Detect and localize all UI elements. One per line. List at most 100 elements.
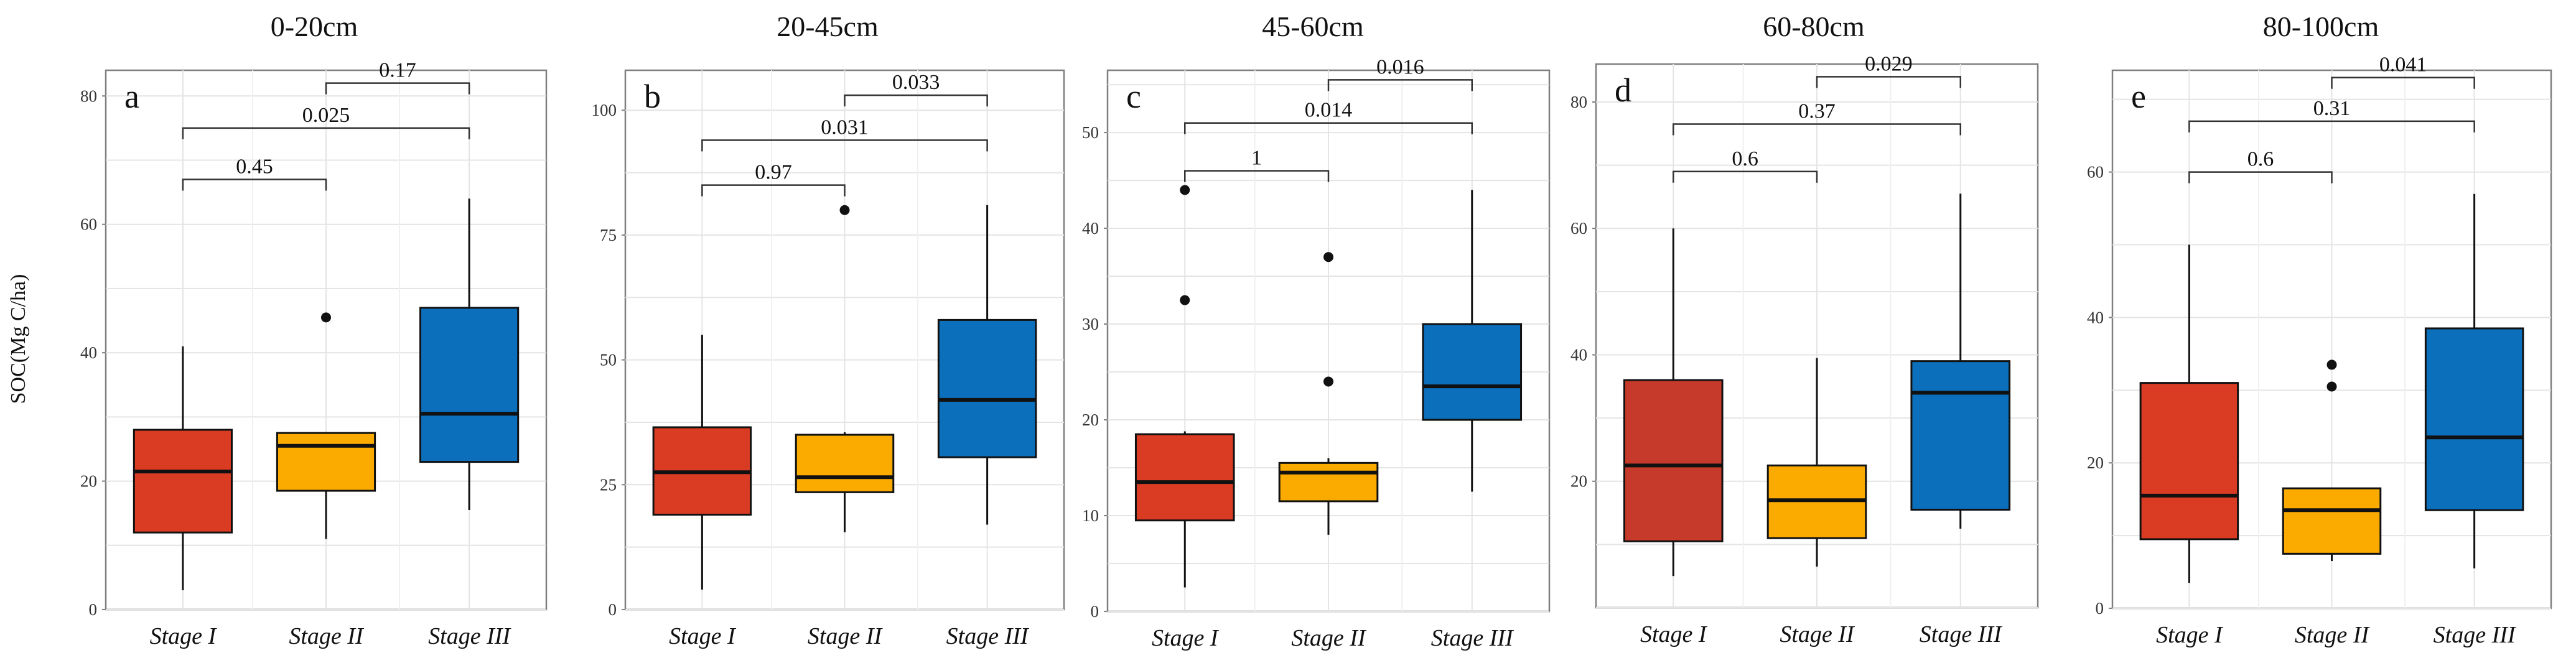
x-tick-label: Stage II [1291, 625, 1367, 651]
outlier-point [839, 205, 850, 215]
panel-letter: e [2131, 78, 2146, 115]
y-tick-label: 75 [600, 226, 617, 244]
y-tick-label: 50 [1082, 123, 1099, 142]
box-stage-i [2139, 382, 2239, 540]
significance-bracket [2188, 120, 2475, 132]
significance-bracket [1184, 170, 1330, 182]
y-tick-label: 0 [1091, 602, 1099, 621]
significance-bracket [844, 94, 988, 107]
x-tick-label: Stage I [2156, 622, 2224, 648]
significance-bracket [1184, 122, 1473, 134]
p-value-label: 0.17 [379, 59, 416, 82]
outlier-point [2326, 381, 2337, 392]
x-tick-label: Stage III [428, 623, 511, 649]
x-tick-label: Stage II [1780, 621, 1855, 647]
outlier-point [1180, 295, 1190, 305]
chart-title: 60-80cm [1763, 11, 1865, 42]
box-stage-iii [419, 307, 520, 463]
panel-letter: c [1126, 78, 1141, 115]
significance-bracket [1816, 76, 1961, 88]
box-stage-ii [276, 432, 376, 492]
chart-panel-d: 20 40 60 80 Stage I Stage II Stage III 0.6 0.37 0… [1570, 11, 2039, 647]
chart-panel-a: 0 20 40 60 80 Stage I Stage II Stage III 0.45 0.0… [80, 11, 548, 649]
y-tick-label: 20 [1082, 411, 1099, 429]
significance-bracket [2331, 77, 2475, 89]
p-value-label: 0.97 [755, 161, 792, 184]
x-tick-label: Stage I [1152, 625, 1220, 651]
y-tick-label: 40 [2087, 308, 2104, 327]
chart-title: 0-20cm [271, 11, 358, 42]
p-value-label: 0.45 [236, 155, 273, 178]
p-value-label: 1 [1251, 147, 1262, 170]
box-stage-ii [1278, 462, 1379, 503]
x-tick-label: Stage II [808, 623, 884, 649]
p-value-label: 0.041 [2379, 53, 2427, 77]
outlier-point [1180, 185, 1190, 195]
significance-bracket [701, 184, 846, 197]
p-value-label: 0.016 [1376, 55, 1424, 78]
x-tick-label: Stage III [1431, 625, 1514, 651]
box-stage-i [1134, 433, 1235, 522]
chart-title: 20-45cm [777, 11, 879, 42]
p-value-label: 0.014 [1305, 99, 1353, 122]
p-value-label: 0.31 [2313, 97, 2351, 120]
box-stage-iii [1422, 323, 1523, 421]
box-stage-iii [1910, 360, 2011, 511]
y-tick-label: 60 [2087, 163, 2104, 182]
y-tick-label: 0 [89, 600, 98, 619]
y-tick-label: 30 [1082, 315, 1099, 333]
box-stage-iii [937, 318, 1037, 458]
significance-bracket [1673, 170, 1818, 183]
panel-letter: b [644, 78, 661, 115]
significance-bracket [182, 179, 327, 191]
y-tick-label: 20 [2087, 453, 2104, 472]
x-tick-label: Stage III [1920, 621, 2003, 647]
significance-bracket [182, 127, 470, 139]
y-tick-label: 10 [1082, 506, 1099, 525]
significance-bracket [1673, 123, 1961, 136]
p-value-label: 0.031 [821, 116, 869, 139]
box-stage-ii [795, 434, 895, 493]
significance-bracket [701, 139, 988, 152]
y-tick-label: 20 [80, 472, 97, 491]
outlier-point [1323, 376, 1333, 387]
x-tick-label: Stage III [2434, 622, 2517, 648]
y-tick-label: 40 [1082, 219, 1099, 238]
p-value-label: 0.025 [302, 104, 350, 127]
p-value-label: 0.37 [1798, 100, 1836, 123]
chart-panel-e: 0 20 40 60 Stage I Stage II Stage III 0.6 0.31 0.… [2087, 11, 2552, 648]
panel-letter: d [1615, 72, 1631, 109]
y-tick-label: 40 [1570, 345, 1587, 364]
y-tick-label: 25 [600, 475, 617, 494]
y-tick-label: 60 [1570, 219, 1587, 238]
box-stage-i [133, 429, 233, 534]
y-tick-label: 40 [80, 343, 97, 362]
y-tick-label: 0 [2096, 599, 2104, 618]
box-stage-ii [2282, 487, 2382, 555]
p-value-label: 0.6 [2247, 148, 2274, 171]
chart-panel-b: 0 25 50 75 100 Stage I Stage II Stage III 0.97 0.… [592, 11, 1065, 649]
box-stage-i [1623, 379, 1724, 542]
p-value-label: 0.6 [1732, 147, 1758, 170]
chart-title: 80-100cm [2263, 11, 2379, 42]
outlier-point [321, 312, 331, 323]
x-tick-label: Stage II [2295, 622, 2371, 648]
y-tick-label: 80 [80, 86, 97, 105]
outlier-point [1323, 252, 1333, 262]
x-tick-label: Stage III [946, 623, 1030, 649]
x-tick-label: Stage I [150, 623, 218, 649]
y-axis-label: SOC(Mg C/ha) [7, 274, 30, 404]
box-stage-iii [2424, 327, 2524, 511]
chart-title: 45-60cm [1262, 11, 1364, 42]
x-tick-label: Stage I [669, 623, 737, 649]
significance-bracket [1327, 79, 1473, 91]
y-tick-label: 0 [609, 600, 617, 619]
outlier-point [2326, 360, 2337, 370]
y-tick-label: 60 [80, 215, 97, 234]
x-tick-label: Stage I [1640, 621, 1708, 647]
y-tick-label: 20 [1570, 472, 1587, 491]
significance-bracket [2188, 171, 2333, 183]
chart-panel-c: 0 10 20 30 40 50 Stage I Stage II Stage III 1 0.01… [1082, 11, 1551, 651]
